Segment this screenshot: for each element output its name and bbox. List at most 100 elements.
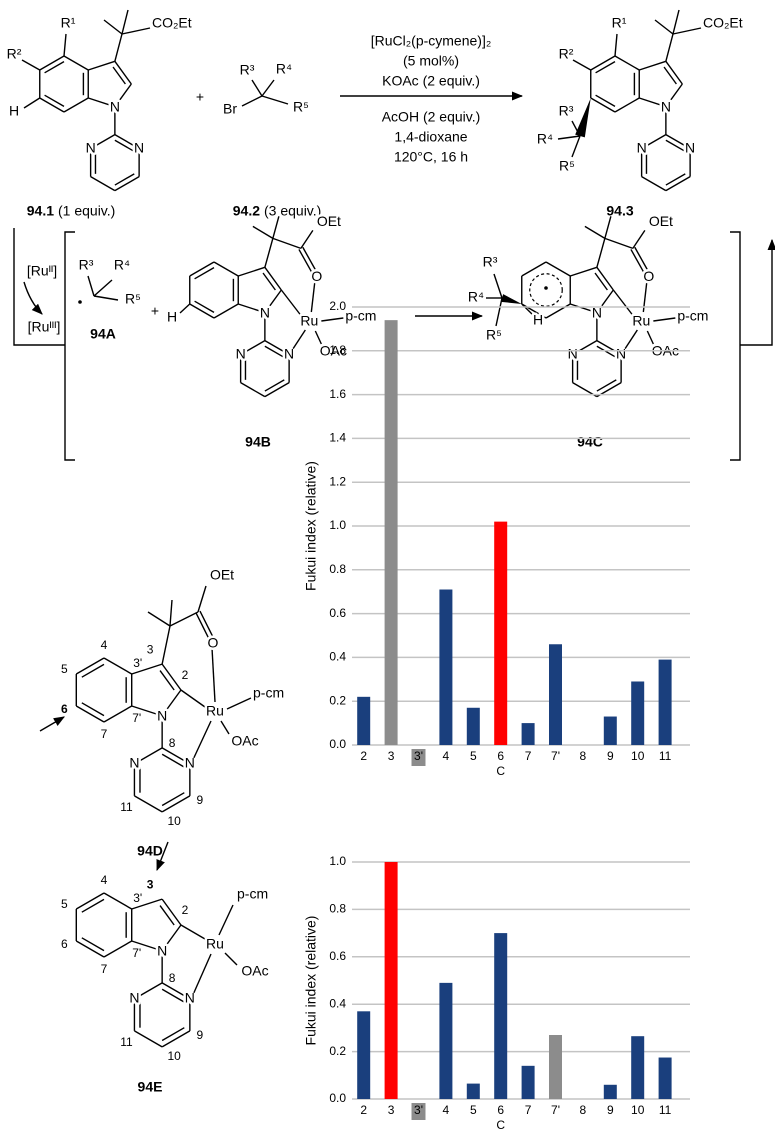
bond <box>590 55 616 71</box>
atom-number: 7 <box>101 962 108 976</box>
bar <box>494 521 508 745</box>
y-axis-label: Fukui index (relative) <box>303 916 319 1046</box>
atom-label: OAc <box>241 963 268 979</box>
bond <box>596 379 617 392</box>
redox-arrow <box>23 281 43 315</box>
x-tick-label: 4 <box>443 1103 450 1117</box>
atom-label: OAc <box>231 733 258 749</box>
atom-number: 2 <box>182 668 189 682</box>
atom-number: 5 <box>61 897 68 911</box>
y-tick-label: 0.0 <box>329 737 346 751</box>
atom-label: H <box>167 309 177 325</box>
atom-label: N <box>661 98 671 114</box>
bond <box>604 216 612 239</box>
atom-number: 11 <box>120 800 133 814</box>
compound-id: 94D <box>137 843 163 859</box>
compound-note: (1 equiv.) <box>58 203 115 219</box>
atom-number: 9 <box>197 1028 204 1042</box>
atom-label: p-cm <box>677 308 708 324</box>
bond <box>75 892 105 910</box>
bond <box>314 330 322 345</box>
x-axis-label: C <box>496 764 505 778</box>
bar <box>466 1083 480 1099</box>
atom-number: 6 <box>61 937 68 951</box>
condition: AcOH (2 equiv.) <box>382 109 481 125</box>
bond <box>302 246 318 273</box>
bar <box>631 1036 645 1099</box>
compound-id: 94.2 <box>233 203 260 219</box>
bond <box>161 625 171 665</box>
atom-label: R⁴ <box>114 257 130 273</box>
bar <box>439 589 453 745</box>
x-axis-label: C <box>496 1118 505 1132</box>
atom-label: R³ <box>79 257 94 273</box>
bond <box>103 940 133 958</box>
atom-label: N <box>157 943 167 959</box>
atom-label: N <box>568 345 578 361</box>
bond <box>272 237 302 250</box>
atom-label: R⁵ <box>293 99 309 115</box>
bar <box>357 1011 371 1099</box>
atom-number: 4 <box>101 638 108 652</box>
atom-label: H <box>9 103 19 119</box>
condition: [RuCl₂(p-cymene)]₂ <box>371 33 492 49</box>
bar <box>603 1084 617 1099</box>
bond <box>639 60 667 71</box>
bond <box>292 329 306 350</box>
bond <box>161 753 185 768</box>
bond <box>81 898 105 913</box>
bond <box>614 55 640 71</box>
atom-label: N <box>616 345 626 361</box>
atom-label: Ru <box>206 703 224 719</box>
bond <box>161 924 182 952</box>
bond <box>570 303 598 314</box>
bond <box>93 279 113 297</box>
x-tick-label: 7 <box>525 1103 532 1117</box>
atom-label: R⁵ <box>486 327 502 343</box>
y-tick-label: 1.0 <box>329 518 346 532</box>
bond <box>169 611 199 627</box>
x-tick-label: 4 <box>443 749 450 763</box>
y-tick-label: 1.4 <box>329 431 346 445</box>
bond <box>161 689 182 717</box>
atom-number: 8 <box>169 971 176 985</box>
atom-label: N <box>260 304 270 320</box>
compound-id: 94C <box>577 434 603 450</box>
bond <box>121 27 151 35</box>
compound-id: 94A <box>90 326 116 342</box>
compound-id: 94E <box>138 1079 163 1095</box>
x-tick-label: 8 <box>580 1103 587 1117</box>
bond <box>672 9 680 35</box>
bond <box>63 55 89 71</box>
atom-label: Br <box>223 101 237 117</box>
y-tick-label: 0.8 <box>329 562 346 576</box>
y-tick-label: 0.2 <box>329 693 346 707</box>
bond <box>596 266 614 291</box>
atom-label: O <box>208 635 219 651</box>
atom-number: 6 <box>61 702 68 716</box>
bond <box>665 173 686 186</box>
bond <box>195 612 211 642</box>
atom-number: 5 <box>61 662 68 676</box>
bond <box>63 33 67 57</box>
bond <box>653 317 676 322</box>
return-arrow <box>740 238 775 346</box>
atom-label: R³ <box>483 254 498 270</box>
bond <box>81 702 105 717</box>
bond <box>213 261 239 277</box>
x-tick-label: 10 <box>631 749 645 763</box>
bond <box>81 937 105 952</box>
y-tick-label: 1.0 <box>329 854 346 868</box>
delocalized-ring <box>529 273 563 307</box>
atom-label: R⁵ <box>559 158 575 174</box>
bond <box>545 303 571 319</box>
x-tick-label: 2 <box>360 749 367 763</box>
right-bracket <box>730 231 741 461</box>
atom-label: N <box>637 139 647 155</box>
compound-id: 94.1 <box>27 203 54 219</box>
bar <box>631 681 645 745</box>
bond <box>75 705 105 723</box>
plus: + <box>196 89 204 105</box>
atom-label: N <box>685 139 695 155</box>
bond <box>161 795 191 813</box>
